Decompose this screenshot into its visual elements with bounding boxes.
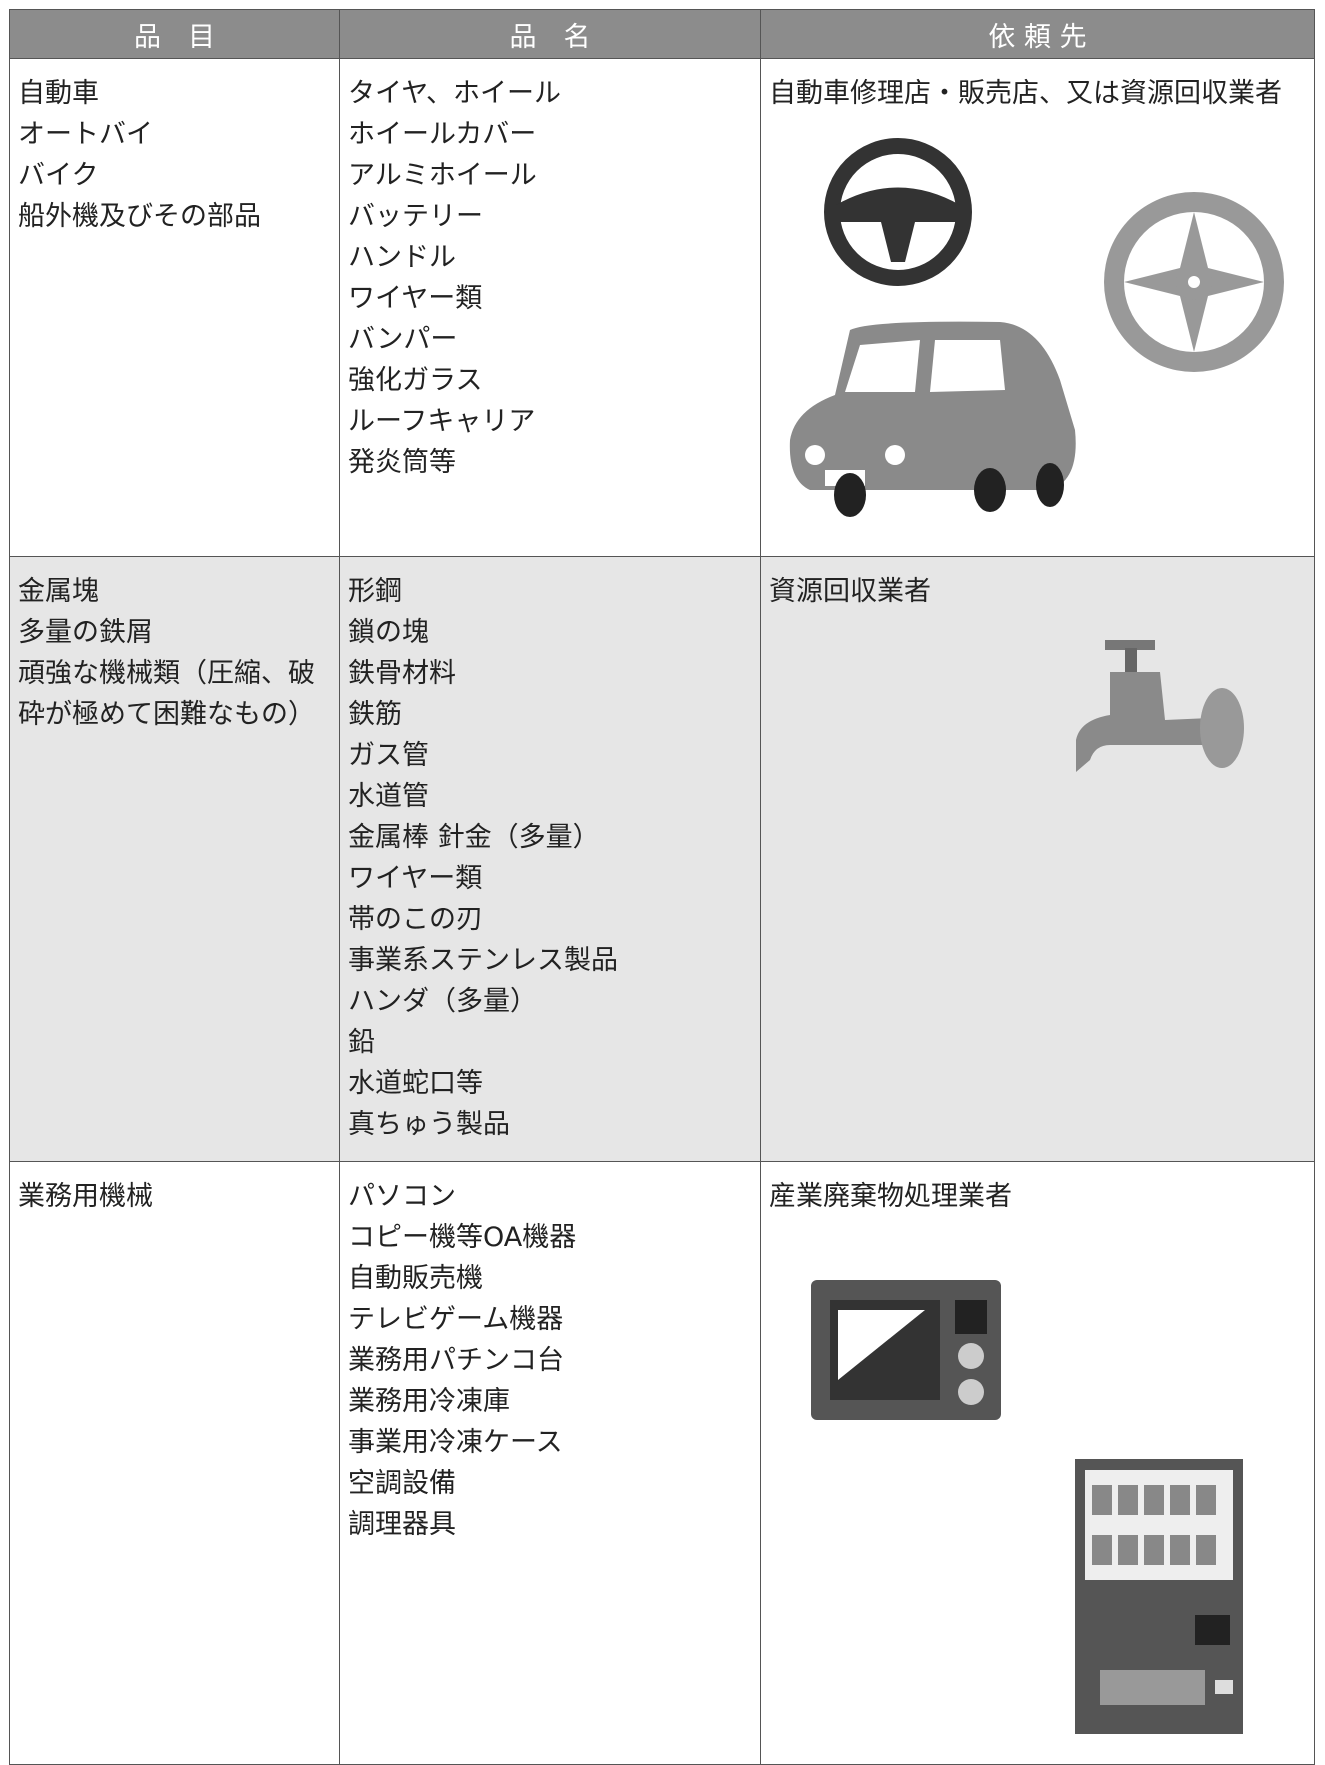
item-cell: 自動車オートバイバイク船外機及びその部品 (9, 58, 340, 557)
name-text: 水道管 (348, 781, 429, 812)
name-text: 調理器具 (348, 1509, 456, 1540)
disposal-table: 品 目品 名依 頼 先 自動車 オートバイ バイク 船外機及びその部品 タイヤ、ホイール… (9, 9, 1315, 1765)
item-cell: 金属塊多量の鉄屑頑強な機械類（圧縮、破砕が極めて困難なもの） (9, 556, 340, 1162)
name-text: ワイヤー類 (348, 863, 483, 894)
name-text: 事業用冷凍ケース (348, 1427, 563, 1458)
name-cell: パソコンコピー機等OA機器 自動販売機テレビゲーム機器 業務用パチンコ台 業務用冷凍庫… (339, 1161, 761, 1765)
name-text: 形鋼 (348, 576, 402, 607)
contractor-cell: 産業廃棄物処理業者 (760, 1161, 1315, 1765)
name-text: タイヤ、ホイール (348, 78, 562, 109)
name-text: 帯のこの刃 (348, 904, 483, 935)
name-text: 事業系ステンレス製品 (348, 945, 618, 976)
name-text: 鎖の塊 (348, 617, 429, 648)
name-text: 業務用冷凍庫 (348, 1386, 510, 1417)
header-cell: 依 頼 先 (760, 9, 1315, 59)
name-text: バッテリー (348, 201, 483, 232)
name-text: 金属棒 針金（多量） (348, 822, 600, 853)
name-text: ハンドル (348, 242, 456, 273)
item-text: 頑強な機械類（圧縮、破砕が極めて困難なもの） (18, 658, 315, 730)
item-text: 船外機及びその部品 (18, 201, 261, 232)
contractor-text: 資源回収業者 (769, 576, 931, 607)
item-text: 多量の鉄屑 (18, 617, 153, 648)
name-text: コピー機等OA機器 (348, 1222, 577, 1253)
table-row: 金属塊 多量の鉄屑 頑強な機械類（圧縮、破砕が極めて困難なもの） 形鋼 鎖の塊 鉄骨材料鉄… (9, 556, 1315, 1162)
item-cell: 業務用機械 (9, 1161, 340, 1765)
name-text: 発炎筒等 (348, 447, 456, 478)
name-text: バンパー (348, 324, 458, 355)
name-text: ワイヤー類 (348, 283, 483, 314)
item-text: バイク (18, 160, 99, 191)
name-text: ガス管 (348, 740, 429, 771)
name-text: 自動販売機 (348, 1263, 483, 1294)
item-text: オートバイ (18, 119, 153, 150)
name-text: アルミホイール (348, 160, 537, 191)
name-text: テレビゲーム機器 (348, 1304, 564, 1335)
name-text: パソコン (348, 1181, 456, 1212)
name-text: ハンダ（多量） (348, 986, 537, 1017)
name-text: 強化ガラス (348, 365, 483, 396)
table-row: 自動車 オートバイ バイク 船外機及びその部品 タイヤ、ホイール ホイールカバー アルミホイ… (9, 58, 1315, 557)
name-text: 真ちゅう製品 (348, 1109, 510, 1140)
name-cell: タイヤ、ホイール ホイールカバー アルミホイール バッテリーハンドルワイヤー類バンパー… (339, 58, 761, 557)
name-text: 鉄筋 (348, 699, 402, 730)
name-text: 水道蛇口等 (348, 1068, 483, 1099)
name-text: 業務用パチンコ台 (348, 1345, 564, 1376)
contractor-cell: 資源回収業者 (760, 556, 1315, 1162)
name-text: 空調設備 (348, 1468, 456, 1499)
name-text: ルーフキャリア (348, 406, 536, 437)
name-text: 鉛 (348, 1027, 375, 1058)
contractor-text: 自動車修理店・販売店、又は資源回収業者 (769, 78, 1282, 109)
item-text: 金属塊 (18, 576, 99, 607)
name-text: ホイールカバー (348, 119, 537, 150)
item-text: 自動車 (18, 78, 99, 109)
header-row: 品 目品 名依 頼 先 (9, 9, 1315, 59)
name-text: 鉄骨材料 (348, 658, 456, 689)
table-row: 業務用機械 パソコンコピー機等OA機器 自動販売機テレビゲーム機器 業務用パチンコ台業… (9, 1161, 1315, 1765)
header-cell: 品 目 (9, 9, 340, 59)
contractor-text: 産業廃棄物処理業者 (769, 1181, 1012, 1212)
header-cell: 品 名 (339, 9, 761, 59)
contractor-cell: 自動車修理店・販売店、又は資源回収業者 (760, 58, 1315, 557)
name-cell: 形鋼鎖の塊鉄骨材料鉄筋ガス管水道管金属棒 針金（多量） ワイヤー類帯のこの刃事業系… (339, 556, 761, 1162)
item-text: 業務用機械 (18, 1181, 153, 1212)
